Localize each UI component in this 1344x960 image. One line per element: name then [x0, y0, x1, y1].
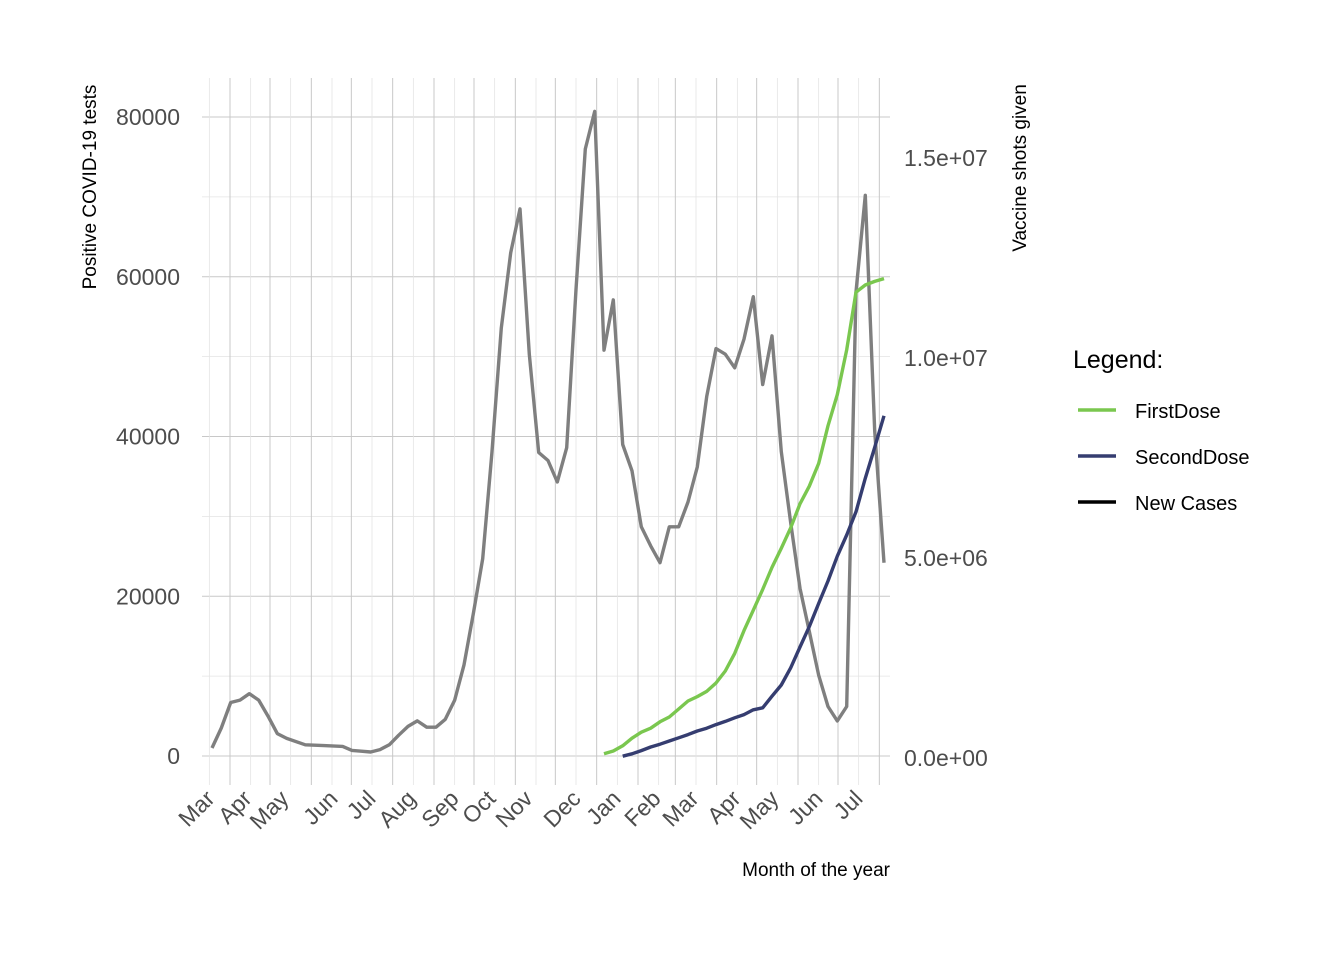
y-tick-label: 60000: [116, 264, 180, 290]
y2-tick-label: 1.0e+07: [904, 345, 988, 371]
y2-tick-label: 5.0e+06: [904, 545, 988, 571]
series-line-new-cases: [210, 109, 886, 754]
x-tick-label: Mar: [173, 785, 220, 832]
x-axis-title: Month of the year: [742, 860, 891, 881]
legend-label-seconddose: SecondDose: [1135, 447, 1250, 469]
series-line-firstdose: [603, 276, 885, 756]
x-tick-label: Nov: [490, 785, 538, 833]
x-tick-label: Dec: [538, 785, 585, 832]
y2-tick-label: 1.5e+07: [904, 145, 988, 171]
x-tick-label: May: [734, 785, 783, 834]
y-tick-label: 20000: [116, 583, 180, 609]
y2-axis-ticks: 0.0e+00 5.0e+06 1.0e+07 1.5e+07: [904, 145, 988, 771]
legend: Legend: FirstDose SecondDose New Cases: [1073, 346, 1250, 515]
x-tick-label: Aug: [373, 785, 420, 832]
x-tick-label: Jan: [581, 785, 626, 830]
y2-tick-label: 0.0e+00: [904, 745, 988, 771]
y-tick-label: 40000: [116, 424, 180, 450]
x-tick-label: May: [244, 785, 293, 834]
series-layer: [210, 109, 886, 758]
x-tick-label: Jun: [298, 785, 343, 830]
y-tick-label: 80000: [116, 104, 180, 130]
x-tick-label: Oct: [457, 785, 501, 829]
x-tick-label: Jul: [828, 785, 867, 824]
x-tick-label: Jul: [341, 785, 380, 824]
x-tick-label: Jun: [783, 785, 828, 830]
grid: [202, 78, 890, 785]
x-tick-label: Apr: [702, 785, 746, 829]
legend-label-firstdose: FirstDose: [1135, 401, 1221, 423]
x-tick-label: Feb: [619, 785, 665, 831]
legend-title: Legend:: [1073, 346, 1163, 374]
y2-axis-title: Vaccine shots given: [1010, 84, 1031, 252]
legend-label-new-cases: New Cases: [1135, 493, 1237, 515]
y-axis-ticks: 0 20000 40000 60000 80000: [116, 104, 180, 769]
y-axis-title: Positive COVID-19 tests: [80, 85, 101, 290]
x-tick-label: Sep: [416, 785, 463, 832]
y-tick-label: 0: [167, 743, 180, 769]
x-tick-label: Mar: [657, 785, 704, 832]
series-line-seconddose: [622, 415, 886, 758]
